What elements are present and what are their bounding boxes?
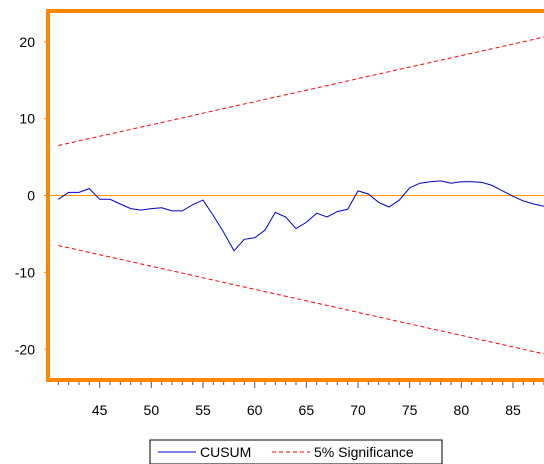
legend-label-significance: 5% Significance: [314, 444, 414, 460]
legend-label-cusum: CUSUM: [200, 444, 251, 460]
y-tick-label: -20: [15, 341, 35, 357]
x-tick-label: 55: [195, 402, 211, 418]
x-tick-label: 80: [454, 402, 470, 418]
x-tick-label: 60: [247, 402, 263, 418]
upper-significance-line: [58, 36, 544, 146]
x-tick-label: 65: [299, 402, 315, 418]
y-tick-label: 10: [19, 111, 35, 127]
x-tick-label: 50: [144, 402, 160, 418]
x-tick-label: 75: [402, 402, 418, 418]
cusum-line: [58, 180, 544, 252]
y-tick-label: 0: [27, 188, 35, 204]
legend: CUSUM 5% Significance: [149, 439, 443, 464]
y-tick-label: 20: [19, 34, 35, 50]
y-axis-ticks: -20 -10 0 10 20: [15, 34, 48, 357]
y-tick-label: -10: [15, 264, 35, 280]
x-tick-label: 85: [505, 402, 521, 418]
x-tick-label: 45: [92, 402, 108, 418]
series-group: [58, 36, 544, 355]
x-tick-label: 70: [350, 402, 366, 418]
x-axis-ticks: 45 50 55 60 65 70 75 80 85: [57, 382, 544, 418]
lower-significance-line: [58, 245, 544, 355]
